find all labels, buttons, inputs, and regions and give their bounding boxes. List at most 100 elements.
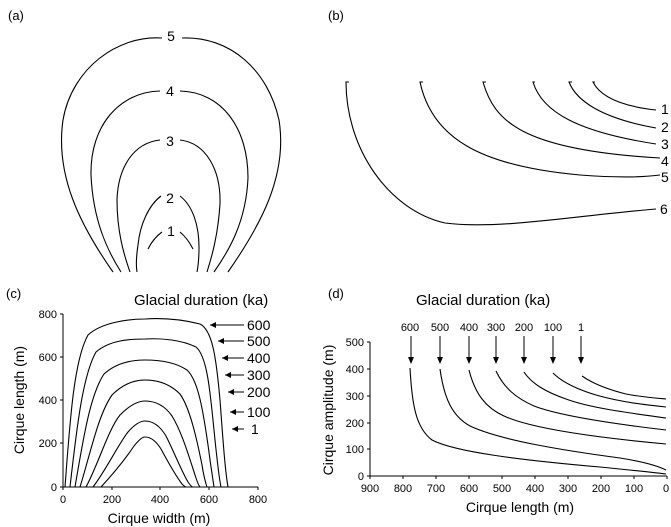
arrowhead-icon — [228, 389, 234, 395]
panel-d-xtick-label: 800 — [394, 483, 412, 495]
panel-d-ytick-label: 200 — [346, 418, 364, 430]
panel-d-ytick-label: 500 — [346, 337, 364, 349]
arrowhead-icon — [437, 357, 443, 364]
panel-d-tag: (d) — [328, 286, 344, 301]
panel-d-xtick-label: 500 — [493, 483, 511, 495]
panel-d-xtick-label: 100 — [625, 483, 643, 495]
panel-d-xtick-label: 0 — [663, 483, 669, 495]
panel-d-duration-label-100: 100 — [544, 322, 562, 334]
panel-a-contour-3 — [116, 139, 221, 273]
panel-c-duration-label-200: 200 — [247, 384, 271, 400]
panel-c-duration-label-400: 400 — [247, 350, 271, 366]
panel-c-xtick-label: 600 — [200, 494, 218, 506]
panel-d-xtick-label: 200 — [592, 483, 610, 495]
panel-d-xtick-label: 700 — [427, 483, 445, 495]
panel-c-curve-300 — [79, 379, 208, 488]
panel-b: (b) 1 2 3 4 5 6 — [328, 8, 669, 226]
panel-d-curve-500 — [439, 368, 667, 471]
panel-d-curve-400 — [468, 369, 667, 445]
panel-d-legend-title: Glacial duration (ka) — [416, 292, 550, 309]
arrowhead-icon — [493, 357, 499, 364]
panel-d-duration-label-600: 600 — [401, 322, 419, 334]
arrowhead-icon — [408, 357, 414, 364]
panel-c-legend-title: Glacial duration (ka) — [134, 292, 268, 309]
panel-b-contour-1 — [592, 81, 657, 111]
panel-d-duration-label-200: 200 — [515, 322, 533, 334]
arrowhead-icon — [521, 357, 527, 364]
panel-c-duration-label-100: 100 — [247, 404, 271, 420]
panel-b-label-5: 5 — [661, 169, 669, 185]
panel-a-label-1: 1 — [167, 223, 175, 239]
panel-a-contour-1 — [147, 231, 194, 250]
panel-d-xtick-label: 900 — [361, 483, 379, 495]
panel-b-contour-6 — [345, 81, 657, 226]
panel-d-duration-label-400: 400 — [460, 322, 478, 334]
panel-a-label-5: 5 — [167, 28, 175, 44]
panel-d-xtick-label: 400 — [526, 483, 544, 495]
panel-c-curve-600 — [64, 318, 229, 488]
panel-c-duration-label-300: 300 — [247, 367, 271, 383]
arrowhead-icon — [222, 355, 228, 361]
panel-c-xtick-label: 800 — [249, 494, 267, 506]
arrowhead-icon — [218, 338, 224, 344]
panel-d-curve-100 — [552, 372, 667, 408]
panel-c-xlabel: Cirque width (m) — [108, 510, 211, 526]
panel-c-duration-label-500: 500 — [247, 333, 271, 349]
panel-a-label-2: 2 — [166, 190, 174, 206]
panel-d-ytick-label: 300 — [346, 391, 364, 403]
arrowhead-icon — [210, 322, 216, 328]
panel-c-curve-400 — [74, 359, 215, 488]
panel-b-contour-2 — [568, 81, 657, 129]
panel-c-duration-label-600: 600 — [247, 317, 271, 333]
panel-a-label-4: 4 — [166, 83, 174, 99]
panel-c-curve-1 — [100, 436, 187, 488]
panel-c-curve-200 — [85, 400, 201, 488]
arrowhead-icon — [466, 357, 472, 364]
arrowhead-icon — [230, 409, 236, 415]
arrowhead-icon — [232, 426, 238, 432]
panel-d-duration-label-500: 500 — [431, 322, 449, 334]
panel-d-duration-label-1: 1 — [578, 322, 584, 334]
panel-c-xtick-label: 200 — [103, 494, 121, 506]
panel-b-label-2: 2 — [661, 119, 669, 135]
arrowhead-icon — [225, 372, 231, 378]
panel-d-curve-600 — [409, 367, 667, 475]
panel-d-xlabel: Cirque length (m) — [466, 499, 574, 515]
panel-d-xtick-label: 300 — [559, 483, 577, 495]
panel-c-curve-500 — [69, 338, 222, 488]
panel-c-ytick-label: 200 — [39, 438, 57, 450]
panel-d-ytick-label: 400 — [346, 364, 364, 376]
panel-b-contour-4 — [482, 81, 661, 159]
panel-d-curve-200 — [523, 371, 667, 419]
panel-c-ytick-label: 800 — [39, 309, 57, 321]
panel-c-duration-label-1: 1 — [251, 421, 259, 437]
panel-b-contour-5 — [419, 81, 661, 178]
panel-a-label-3: 3 — [166, 133, 174, 149]
panel-c-xtick-label: 0 — [60, 494, 66, 506]
panel-d-curve-1 — [581, 375, 667, 400]
panel-c-ylabel: Cirque length (m) — [11, 346, 27, 454]
panel-b-contour-3 — [532, 81, 657, 145]
panel-b-label-6: 6 — [660, 201, 668, 217]
panel-b-label-4: 4 — [661, 153, 669, 169]
panel-a-tag: (a) — [8, 8, 24, 23]
panel-a-contour-4 — [90, 90, 249, 273]
panel-a-contour-2 — [135, 195, 200, 273]
panel-b-label-3: 3 — [661, 136, 669, 152]
panel-d-curve-300 — [495, 370, 667, 431]
panel-c-ytick-label: 400 — [39, 395, 57, 407]
panel-a: (a) 5 4 3 2 1 — [8, 8, 282, 273]
panel-c-tag: (c) — [6, 286, 21, 301]
panel-d-ytick-label: 0 — [358, 471, 364, 483]
panel-d: (d) Glacial duration (ka) 0 100 200 300 … — [320, 286, 669, 515]
panel-c-ytick-label: 0 — [51, 482, 57, 494]
panel-c-curve-100 — [92, 420, 194, 488]
panel-d-ylabel: Cirque amplitude (m) — [320, 345, 336, 476]
panel-d-duration-label-300: 300 — [487, 322, 505, 334]
panel-c: (c) Glacial duration (ka) 0 200 400 600 … — [6, 286, 271, 526]
panel-b-label-1: 1 — [661, 101, 669, 117]
panel-d-xtick-label: 600 — [460, 483, 478, 495]
panel-c-ytick-label: 600 — [39, 352, 57, 364]
panel-c-xtick-label: 400 — [151, 494, 169, 506]
